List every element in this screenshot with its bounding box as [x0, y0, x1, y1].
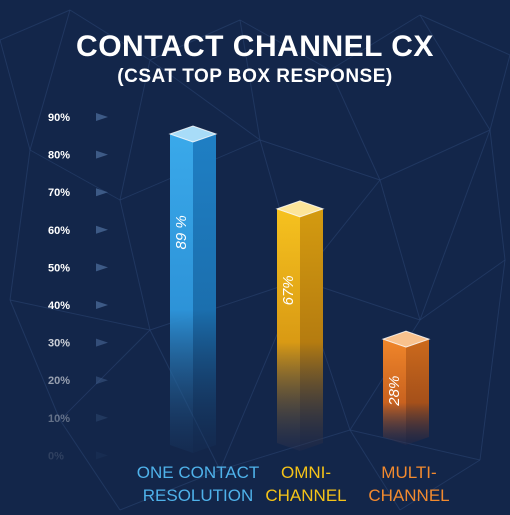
y-tick-marker — [96, 413, 108, 422]
mesh-line — [419, 14, 510, 56]
y-tick-label: 10% — [48, 413, 70, 425]
y-tick-label: 60% — [48, 225, 70, 237]
y-axis: 90% 80% 70% 60% 50% 40% 30% 20% 10% 0% — [48, 112, 108, 462]
y-tick-label: 40% — [48, 300, 70, 312]
chart-title: CONTACT CHANNEL CX — [76, 30, 434, 63]
y-tick-marker — [96, 338, 108, 347]
mesh-line — [69, 9, 151, 61]
mesh-line — [329, 14, 421, 71]
bar-top — [168, 125, 218, 143]
mesh-line — [59, 329, 151, 421]
mesh-line — [329, 69, 381, 181]
y-tick-marker — [96, 225, 108, 234]
bar-top — [381, 330, 431, 348]
chart-subtitle: (CSAT TOP BOX RESPONSE) — [117, 66, 393, 87]
mesh-line — [149, 19, 241, 61]
mesh-line — [59, 419, 121, 511]
mesh-line — [0, 39, 31, 151]
mesh-line — [349, 429, 401, 511]
mesh-line — [259, 139, 381, 181]
bar-value-label: 28% — [386, 376, 403, 407]
mesh-line — [419, 259, 506, 321]
bar-face-left — [277, 208, 300, 451]
mesh-line — [119, 59, 151, 201]
mesh-line — [29, 9, 71, 151]
bars: 89 % 67% 28% — [168, 125, 431, 453]
bar-3: 28% — [381, 330, 431, 445]
y-tick-marker — [96, 263, 108, 272]
y-tick-marker — [96, 150, 108, 159]
mesh-line — [419, 14, 491, 131]
mesh-line — [479, 259, 506, 461]
y-tick-label: 50% — [48, 262, 70, 274]
y-tick-label: 70% — [48, 187, 70, 199]
mesh-line — [349, 429, 481, 461]
category-label-3: MULTI- CHANNEL — [368, 463, 450, 505]
y-tick-label: 30% — [48, 338, 70, 350]
mesh-line — [0, 9, 71, 41]
bar-top — [275, 200, 325, 218]
mesh-line — [379, 179, 421, 321]
y-tick-marker — [96, 113, 108, 121]
bar-face-left — [383, 339, 406, 445]
mesh-line — [489, 129, 506, 261]
mesh-line — [119, 199, 151, 331]
bar-face-left — [170, 134, 193, 453]
mesh-line — [9, 149, 31, 301]
y-tick-marker — [96, 301, 108, 309]
category-label-1: ONE CONTACT RESOLUTION — [136, 463, 260, 505]
bar-value-label: 67% — [280, 275, 297, 305]
mesh-line — [239, 19, 331, 71]
mesh-line — [239, 19, 261, 141]
mesh-line — [9, 299, 151, 331]
category-label-2: OMNI- CHANNEL — [265, 463, 347, 505]
mesh-line — [9, 299, 61, 421]
bar-face-right — [300, 208, 323, 451]
y-tick-label: 20% — [48, 375, 70, 387]
bar-face-right — [406, 339, 429, 445]
bar-face-right — [193, 134, 216, 453]
bar-2: 67% — [275, 200, 325, 451]
y-tick-label: 80% — [48, 150, 70, 162]
mesh-line — [379, 129, 491, 181]
bar-1: 89 % — [168, 125, 218, 453]
background-mesh — [0, 9, 510, 511]
bar-value-label: 89 % — [173, 215, 190, 249]
mesh-line — [399, 459, 481, 511]
mesh-line — [149, 59, 261, 141]
mesh-line — [119, 469, 221, 511]
mesh-line — [489, 54, 510, 131]
mesh-line — [419, 129, 491, 321]
y-tick-label: 90% — [48, 112, 70, 124]
y-tick-marker — [96, 376, 108, 385]
y-tick-marker — [96, 188, 108, 197]
mesh-line — [219, 429, 351, 471]
y-tick-marker — [96, 451, 108, 460]
y-tick-label: 0% — [48, 450, 64, 462]
